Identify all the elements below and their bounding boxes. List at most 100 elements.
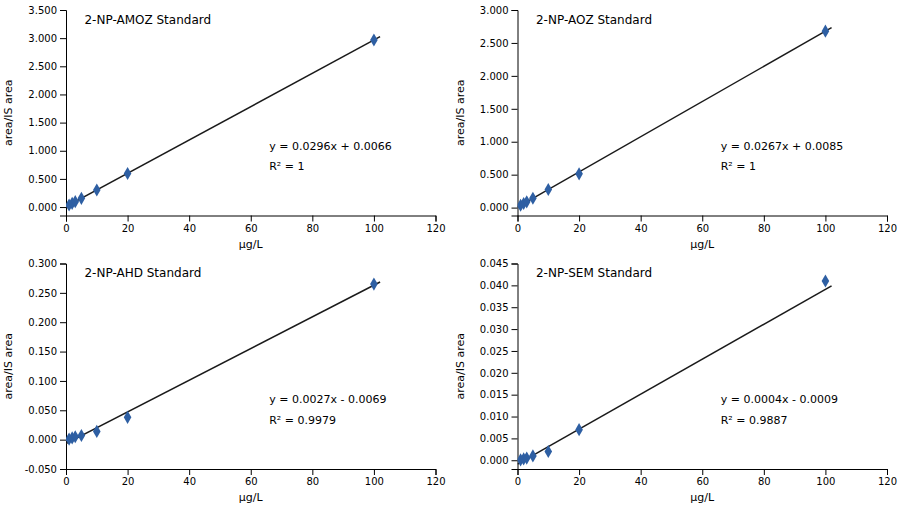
- tick-mark: [702, 469, 703, 475]
- x-axis: 0 20 40 60 80 100 120: [515, 469, 897, 487]
- y-axis: 0.0000.5001.0001.5002.0002.5003.0003.500: [28, 5, 66, 216]
- annotation: R² = 1: [269, 160, 304, 173]
- tick: -0.050: [25, 464, 66, 475]
- tick: 40: [183, 216, 196, 234]
- point: [544, 445, 552, 458]
- tick: 0.150: [28, 346, 66, 357]
- tick-label: 3.000: [28, 33, 57, 44]
- y-label: area/IS area: [2, 333, 15, 400]
- point: [71, 430, 79, 443]
- tick: 0.025: [480, 346, 518, 357]
- tick: 0.000: [28, 434, 66, 445]
- x-axis: 020406080100120: [515, 216, 897, 234]
- tick: 3.000: [480, 5, 518, 16]
- tick-mark: [512, 175, 518, 176]
- tick-mark: [887, 216, 888, 222]
- point: [544, 183, 552, 196]
- tick: 100: [816, 469, 835, 487]
- tick: 100: [365, 216, 384, 234]
- tick: 0.500: [480, 169, 518, 180]
- tick-label: 20: [573, 476, 586, 487]
- tick-label: 2.000: [28, 89, 57, 100]
- tick-mark: [512, 109, 518, 110]
- tick-label: 0.035: [480, 302, 509, 313]
- tick-mark: [436, 469, 437, 475]
- tick-label: 40: [635, 476, 648, 487]
- tick: 0.045: [480, 258, 518, 269]
- tick: 100: [365, 469, 384, 487]
- point: [78, 192, 86, 205]
- tick-label: 100: [365, 223, 384, 234]
- tick: 0.020: [480, 368, 518, 379]
- point: [822, 274, 830, 287]
- title: 2-NP-AOZ Standard: [536, 13, 652, 27]
- tick: 1.000: [480, 136, 518, 147]
- tick: 0.000: [28, 202, 66, 213]
- tick-mark: [60, 381, 66, 382]
- tick-label: 120: [426, 476, 445, 487]
- point: [124, 167, 132, 180]
- tick-mark: [60, 469, 66, 470]
- point: [78, 429, 86, 442]
- tick-label: 0.000: [28, 434, 57, 445]
- fit-line: [66, 282, 380, 444]
- tick: 0.250: [28, 288, 66, 299]
- y-axis-line: [60, 11, 67, 217]
- annotation: R² = 1: [721, 160, 756, 173]
- tick-mark: [512, 373, 518, 374]
- point: [71, 195, 79, 208]
- tick-label: 0: [515, 476, 521, 487]
- point: [370, 33, 378, 46]
- x-axis-line: [518, 470, 888, 476]
- tick: 0.200: [28, 317, 66, 328]
- tick-label: 0: [63, 223, 69, 234]
- tick-mark: [60, 66, 66, 67]
- tick-label: 1.000: [28, 145, 57, 156]
- tick: 2.000: [28, 89, 66, 100]
- tick-label: 100: [816, 476, 835, 487]
- tick-label: 0.010: [480, 411, 509, 422]
- y-label: area/IS area: [2, 80, 15, 147]
- tick-label: 3.000: [480, 5, 509, 16]
- tick-label: 2.500: [28, 61, 57, 72]
- tick: 120: [878, 469, 897, 487]
- tick-label: 3.500: [28, 5, 57, 16]
- tick-mark: [512, 264, 518, 265]
- annotation: y = 0.0267x + 0.0085: [721, 140, 843, 153]
- tick: 40: [635, 469, 648, 487]
- tick-label: 40: [183, 476, 196, 487]
- title: 2-NP-AMOZ Standard: [84, 13, 211, 27]
- x-label: μg/L: [690, 491, 715, 504]
- tick: 0.000: [480, 202, 518, 213]
- tick-mark: [579, 469, 580, 475]
- tick-label: 80: [758, 476, 771, 487]
- tick-label: -0.050: [25, 464, 57, 475]
- y-axis: 0.0000.0050.0100.0150.0200.0250.0300.035…: [480, 258, 518, 469]
- tick-mark: [374, 469, 375, 475]
- plot-area: [518, 274, 832, 466]
- annotation: y = 0.0296x + 0.0066: [269, 140, 391, 153]
- point: [529, 192, 537, 205]
- figure: 0204060801001200.0000.5001.0001.5002.000…: [0, 0, 903, 507]
- tick-mark: [60, 264, 66, 265]
- tick-label: 40: [635, 223, 648, 234]
- tick: 3.000: [28, 33, 66, 44]
- tick-label: 100: [365, 476, 384, 487]
- tick-mark: [60, 38, 66, 39]
- tick-label: 20: [122, 223, 135, 234]
- tick: 3.500: [28, 5, 66, 16]
- tick-label: 0.000: [28, 202, 57, 213]
- tick-label: 60: [245, 476, 258, 487]
- tick: 0.005: [480, 433, 518, 444]
- tick-label: 80: [306, 476, 319, 487]
- y-axis-line: [512, 264, 519, 470]
- tick: 120: [426, 216, 445, 234]
- tick-mark: [512, 460, 518, 461]
- tick: 0.035: [480, 302, 518, 313]
- tick-label: 2.500: [480, 38, 509, 49]
- tick: 60: [696, 469, 709, 487]
- tick-label: 0.005: [480, 433, 509, 444]
- x-label: μg/L: [239, 238, 264, 251]
- tick-label: 0.150: [28, 346, 57, 357]
- y-label: area/IS area: [454, 333, 467, 400]
